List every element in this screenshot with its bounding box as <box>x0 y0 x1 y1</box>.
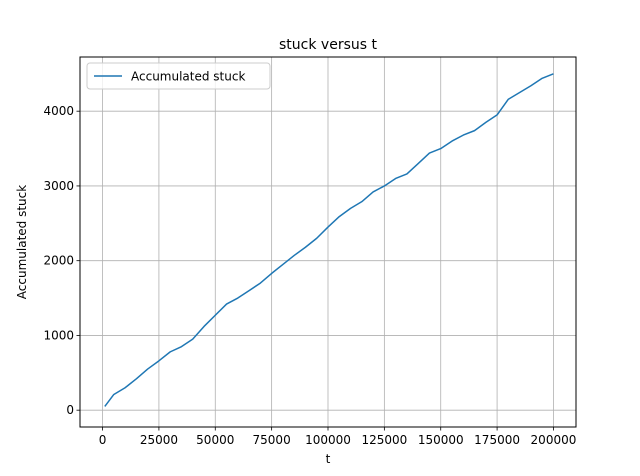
x-tick-label: 200000 <box>531 433 577 447</box>
series-line-accumulated-stuck <box>104 73 554 407</box>
grid-lines <box>80 57 576 427</box>
y-tick-label: 1000 <box>43 328 74 342</box>
legend-box <box>86 62 271 90</box>
legend: Accumulated stuck <box>86 62 271 90</box>
series-layer <box>104 73 554 407</box>
y-axis-title: Accumulated stuck <box>15 185 29 299</box>
y-tick-label: 2000 <box>43 254 74 268</box>
x-tick-label: 75000 <box>253 433 291 447</box>
legend-label: Accumulated stuck <box>131 70 245 84</box>
y-tick-label: 3000 <box>43 179 74 193</box>
y-tick-label: 0 <box>66 403 74 417</box>
x-axis-ticks: 0 25000 50000 75000 100000 125000 150000 175000… <box>99 427 577 447</box>
x-tick-label: 100000 <box>305 433 351 447</box>
x-axis-title: t <box>326 452 331 466</box>
x-tick-label: 0 <box>99 433 107 447</box>
y-tick-label: 4000 <box>43 104 74 118</box>
x-tick-label: 175000 <box>474 433 520 447</box>
x-tick-label: 25000 <box>140 433 178 447</box>
x-tick-label: 125000 <box>361 433 407 447</box>
y-axis-ticks: 0 1000 2000 3000 4000 <box>43 104 80 417</box>
x-tick-label: 50000 <box>196 433 234 447</box>
x-tick-label: 150000 <box>418 433 464 447</box>
chart-title: stuck versus t <box>279 37 377 53</box>
